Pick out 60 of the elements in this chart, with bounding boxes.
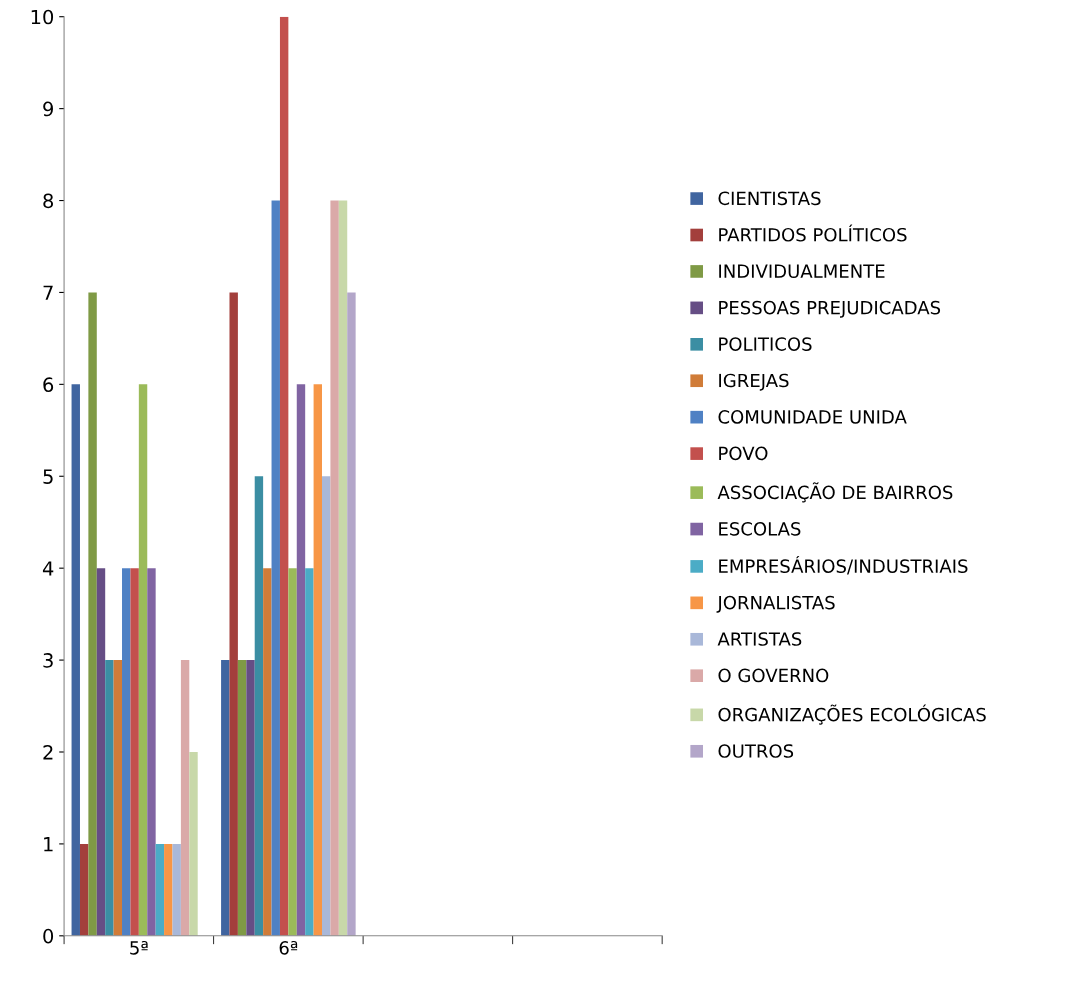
bar [263, 568, 272, 936]
bar [96, 568, 106, 936]
bar [246, 660, 255, 936]
y-tick-label: 4 [42, 561, 54, 576]
bar [189, 751, 198, 936]
y-tick-label: 2 [43, 744, 53, 760]
bar [122, 568, 131, 936]
bar [254, 476, 264, 936]
x-tick-label: 6ª [279, 941, 298, 955]
bar [313, 384, 322, 936]
y-tick-label: 3 [43, 653, 53, 668]
legend-label: OUTROS [718, 744, 794, 758]
legend-label: POLITICOS [719, 337, 812, 351]
bar [279, 16, 289, 936]
bar [180, 660, 190, 936]
y-tick-label: 1 [44, 837, 53, 852]
bar [79, 843, 89, 936]
bar [71, 384, 80, 936]
legend-label: PESSOAS PREJUDICADAS [719, 300, 941, 318]
bar [164, 843, 173, 936]
legend-label: ASSOCIAÇÃO DE BAIRROS [717, 482, 953, 503]
legend-label: O GOVERNO [718, 668, 829, 683]
bar [296, 384, 306, 936]
bar [305, 568, 314, 936]
legend-label: EMPRESÁRIOS/INDUSTRIAIS [719, 556, 968, 575]
legend-label: INDIVIDUALMENTE [719, 264, 885, 279]
y-tick-label: 9 [43, 101, 53, 117]
y-tick-label: 0 [43, 928, 54, 944]
legend-label: CIENTISTAS [718, 191, 821, 206]
bar [155, 843, 165, 936]
bar [347, 292, 356, 936]
bar [130, 568, 139, 936]
bar [113, 660, 123, 936]
legend-label: ARTISTAS [717, 632, 802, 646]
bar [288, 568, 297, 936]
legend-label: IGREJAS [719, 373, 789, 391]
bar [330, 200, 339, 936]
bar [105, 660, 114, 936]
bar [221, 660, 230, 936]
legend-label: PARTIDOS POLÍTICOS [719, 224, 907, 242]
bar [322, 476, 331, 936]
bar [88, 292, 97, 936]
legend-label: COMUNIDADE UNIDA [718, 410, 907, 424]
y-tick-label: 10 [31, 9, 54, 25]
bar [147, 568, 156, 936]
y-tick-label: 6 [43, 377, 54, 393]
x-tick-label: 5ª [130, 941, 148, 955]
y-tick-label: 8 [43, 193, 54, 209]
bar [172, 843, 181, 936]
legend-label: ESCOLAS [719, 521, 801, 536]
bar [138, 384, 148, 936]
bar [237, 660, 247, 936]
legend-label: JORNALISTAS [716, 595, 835, 613]
y-tick-label: 7 [43, 285, 53, 300]
bar [271, 200, 280, 936]
legend-label: POVO [719, 446, 768, 461]
bar [229, 292, 238, 936]
y-tick-label: 5 [43, 469, 53, 484]
legend-label: ORGANIZAÇÕES ECOLÓGICAS [718, 704, 986, 725]
bar [338, 200, 348, 936]
